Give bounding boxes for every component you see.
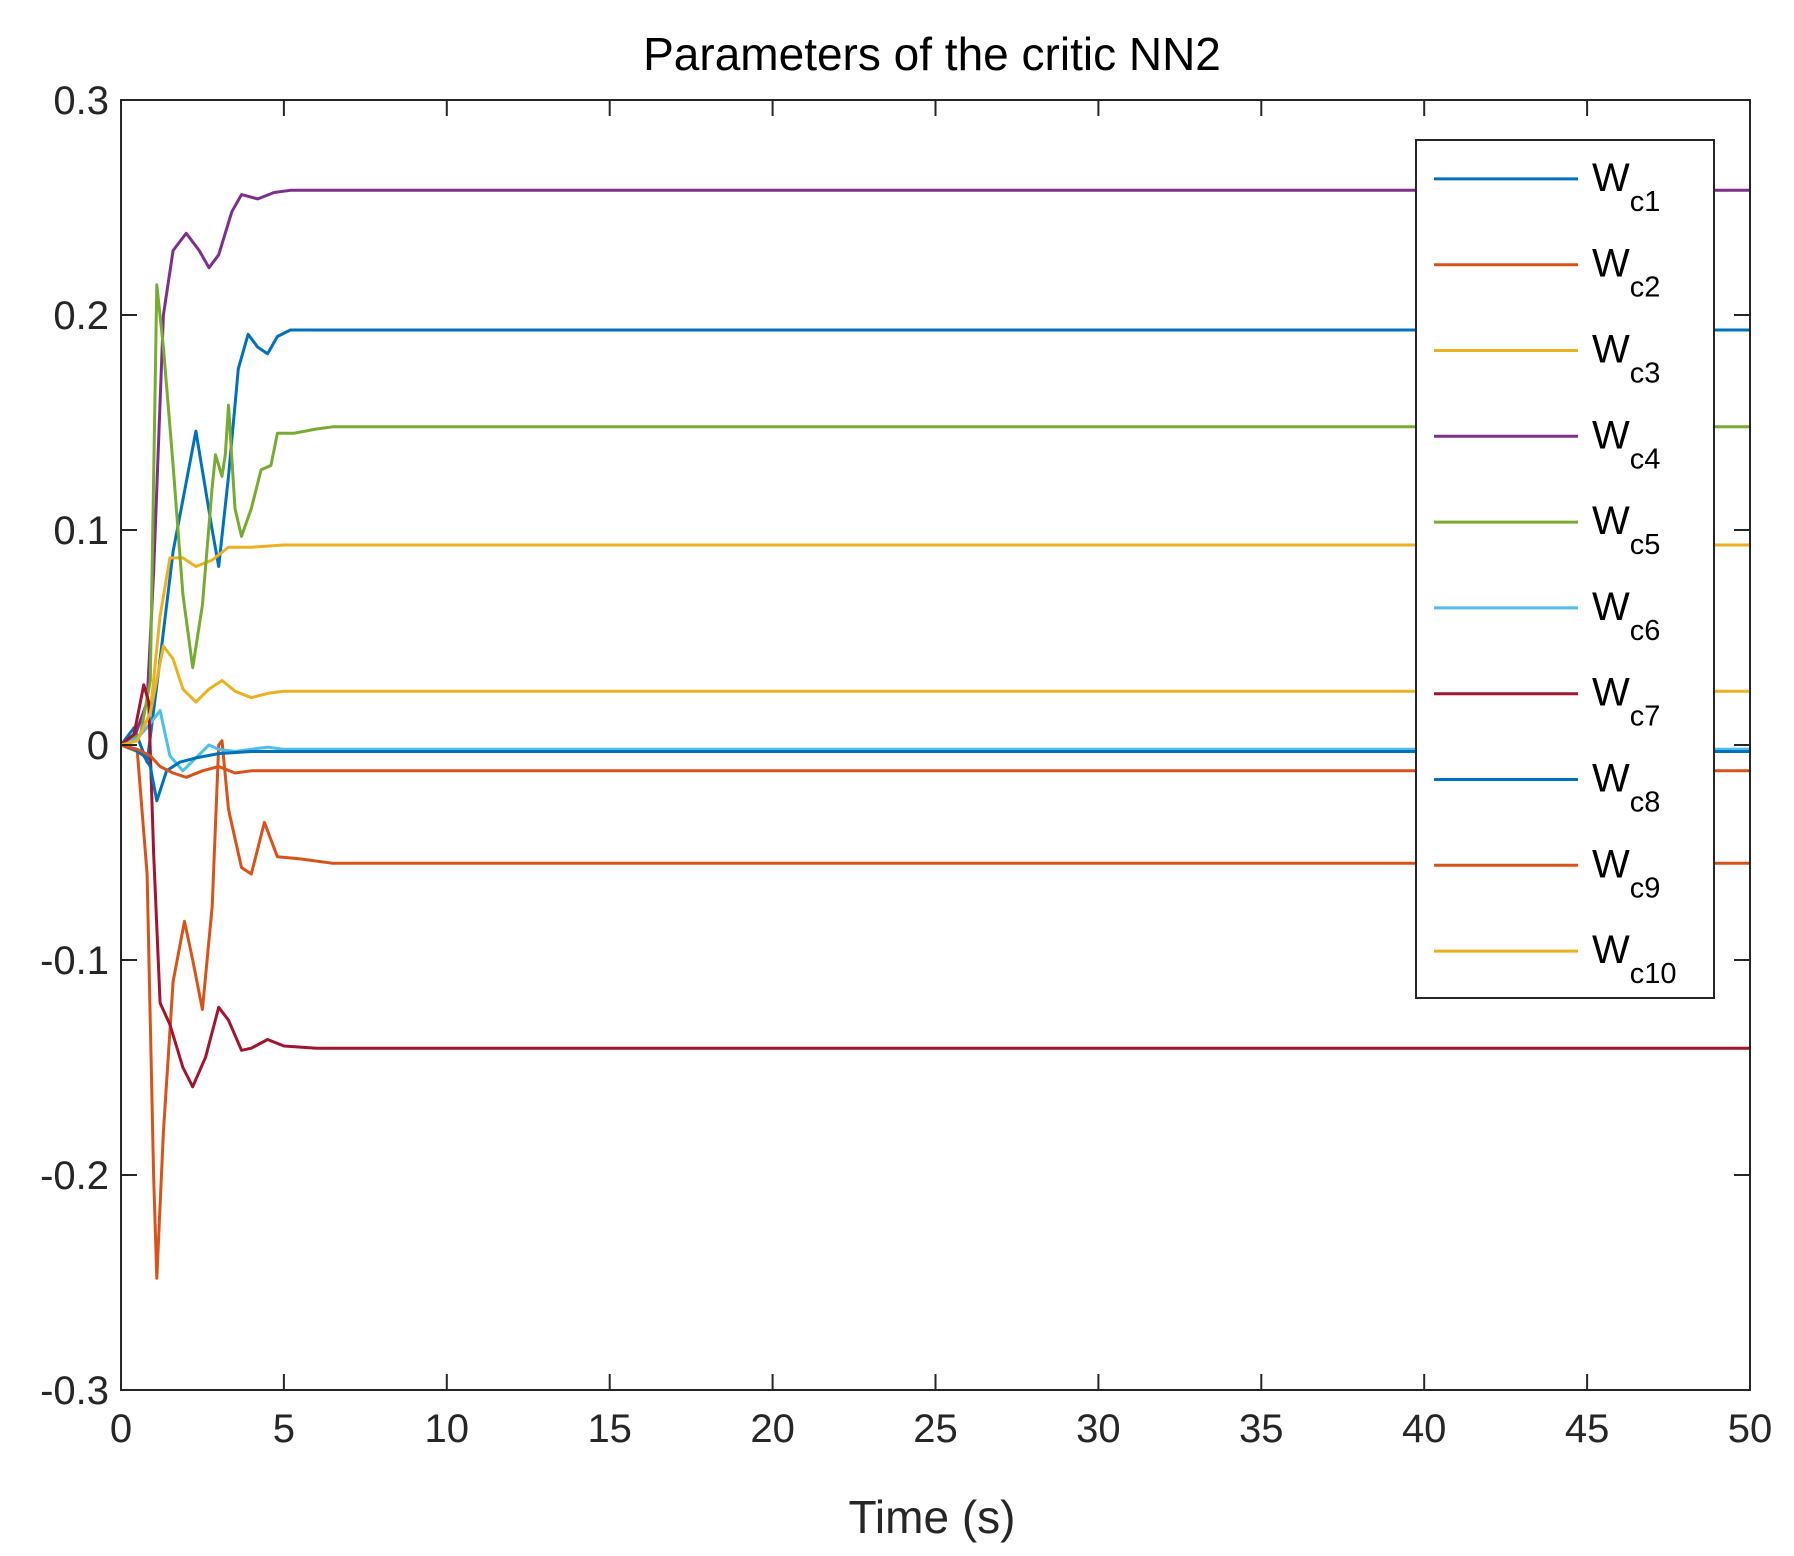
y-tick-label: -0.2 [40, 1154, 109, 1198]
axes: 0 5 10 15 20 25 30 35 40 45 50 -0.3 -0.2 -0.1 0 0.1 0.2 0… [40, 79, 1772, 1451]
series-line-c9 [120, 743, 1750, 779]
series-line-c2 [120, 739, 1750, 1280]
y-tick-label: -0.3 [40, 1369, 109, 1413]
legend-subscript: c7 [1630, 701, 1661, 733]
y-tick-label: -0.1 [40, 939, 109, 983]
x-tick-label: 10 [425, 1407, 470, 1451]
x-tick-label: 5 [273, 1407, 295, 1451]
series-line-c6 [120, 709, 1750, 773]
y-tick-label: 0 [87, 724, 109, 768]
y-tick-label: 0.1 [53, 509, 109, 553]
legend-subscript: c3 [1630, 358, 1661, 390]
x-tick-label: 15 [587, 1407, 632, 1451]
legend-subscript: c1 [1630, 186, 1661, 218]
x-tick-label: 35 [1239, 1407, 1284, 1451]
x-tick-label: 25 [913, 1407, 958, 1451]
x-tick-label: 20 [750, 1407, 795, 1451]
x-tick-label: 30 [1076, 1407, 1121, 1451]
y-tick-label: 0.3 [53, 79, 109, 123]
legend-subscript: c10 [1630, 958, 1677, 990]
x-tick-label: 50 [1728, 1407, 1773, 1451]
series-line-c8 [120, 743, 1750, 803]
series-line-c5 [120, 283, 1750, 747]
legend-subscript: c6 [1630, 615, 1661, 647]
plot-area [119, 188, 1750, 1280]
legend-subscript: c8 [1630, 787, 1661, 819]
x-tick-label: 0 [110, 1407, 132, 1451]
legend-subscript: c2 [1630, 272, 1661, 304]
y-tick-label: 0.2 [53, 294, 109, 338]
x-axis-label: Time (s) [849, 1491, 1016, 1543]
series-line-c7 [120, 683, 1750, 1089]
legend-box [1415, 139, 1715, 999]
series-line-c1 [119, 328, 1750, 764]
series-line-c10 [120, 644, 1750, 747]
x-tick-label: 40 [1402, 1407, 1447, 1451]
legend-subscript: c5 [1630, 529, 1661, 561]
x-tick-label: 45 [1565, 1407, 1610, 1451]
chart-title: Parameters of the critic NN2 [643, 28, 1221, 80]
legend-subscript: c9 [1630, 872, 1661, 904]
legend-subscript: c4 [1630, 443, 1661, 475]
